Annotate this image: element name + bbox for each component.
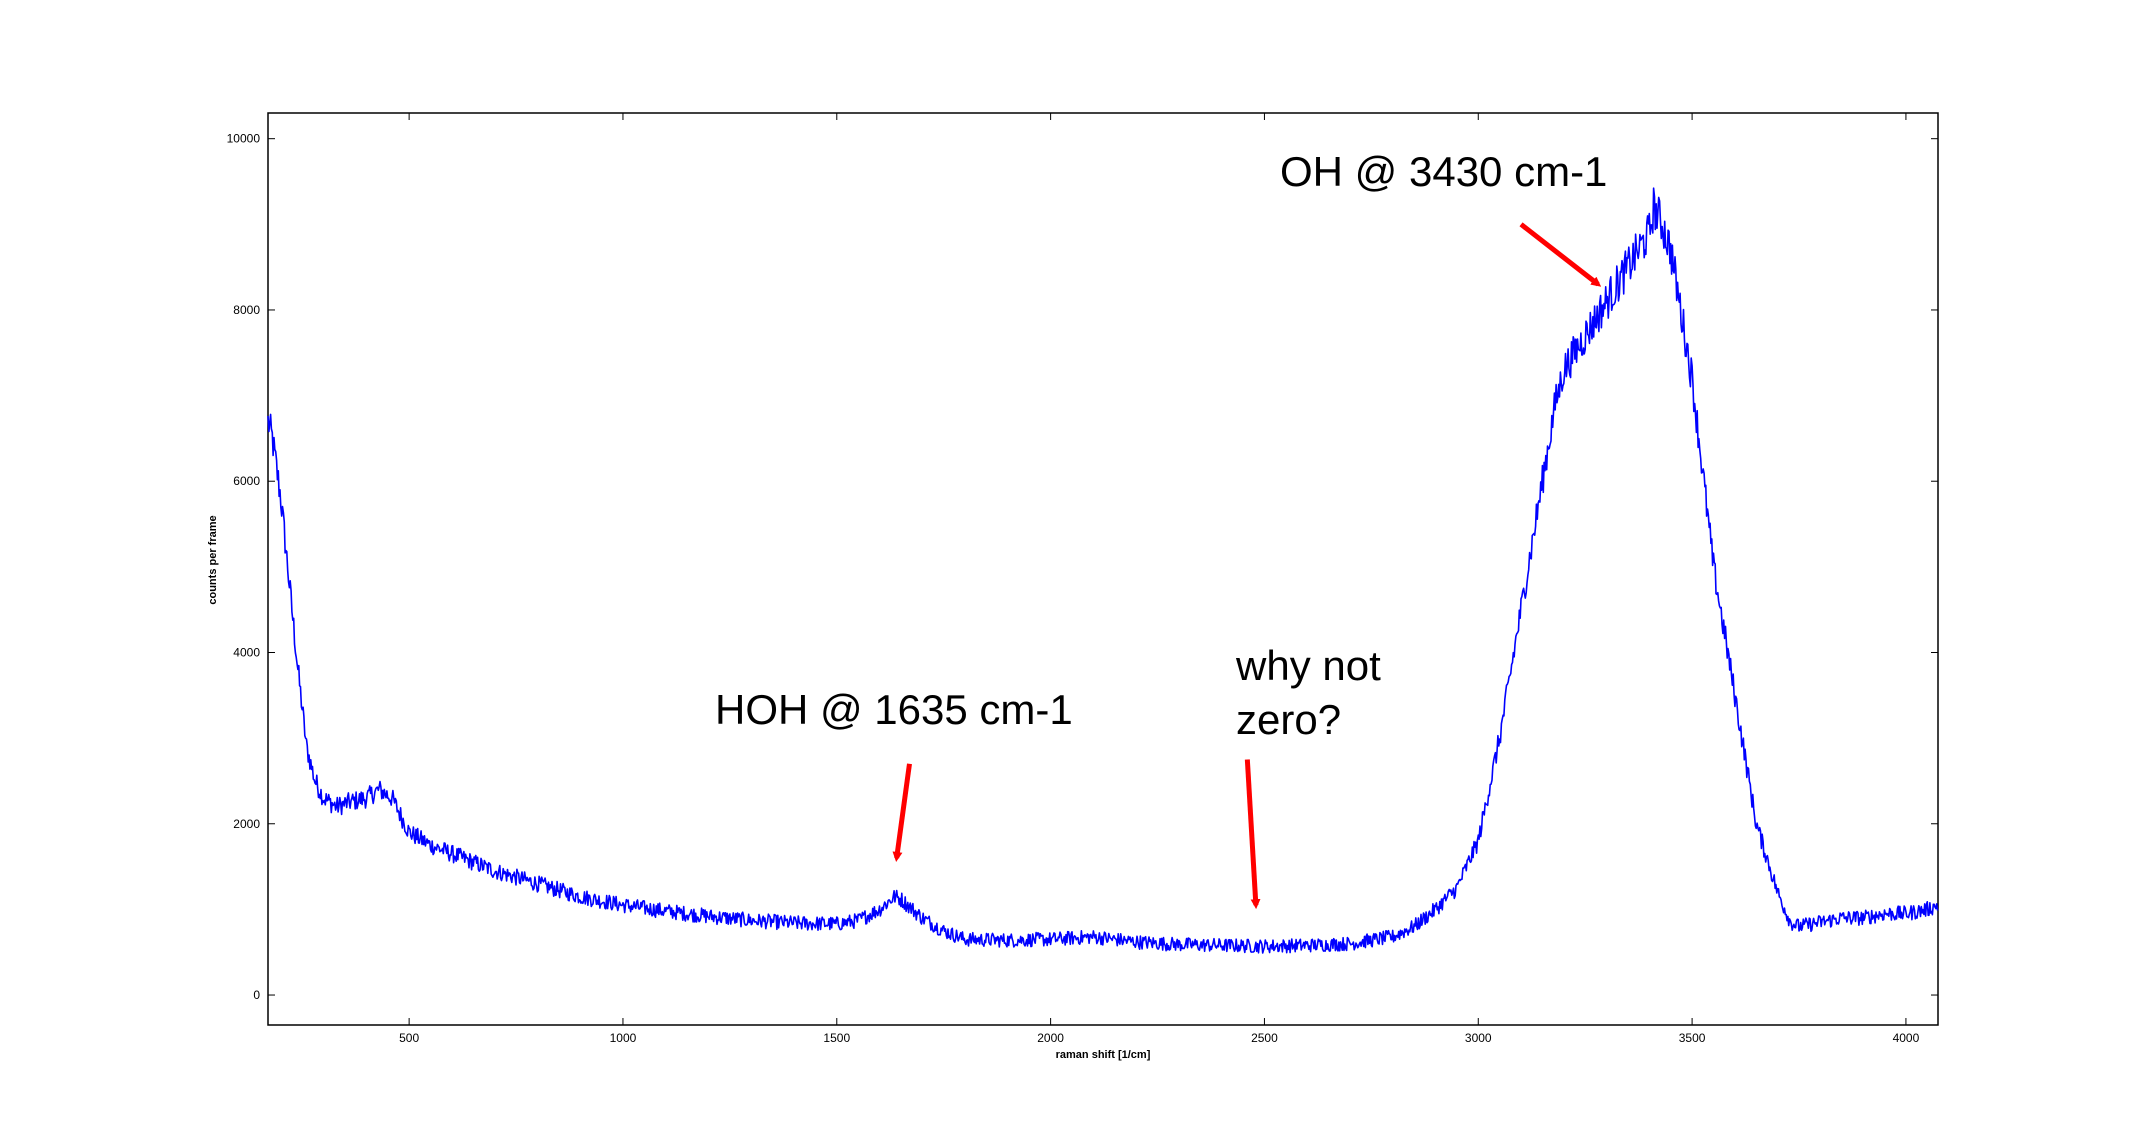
annotation-why-not-zero-line1: why not: [1235, 642, 1381, 689]
x-tick-label: 3500: [1679, 1031, 1706, 1045]
y-tick-label: 2000: [233, 817, 260, 831]
y-tick-label: 8000: [233, 303, 260, 317]
x-tick-label: 2500: [1251, 1031, 1278, 1045]
annotation-hoh: HOH @ 1635 cm-1: [715, 686, 1073, 862]
y-axis-title: counts per frame: [207, 515, 219, 604]
annotation-why-not-zero-arrow: [1244, 759, 1261, 910]
x-tick-label: 4000: [1893, 1031, 1920, 1045]
x-axis-ticks: 500 1000 1500 2000 2500 3000 3500 4000: [399, 113, 1920, 1045]
series-line: [267, 187, 1939, 954]
annotation-why-not-zero: why not zero?: [1235, 642, 1381, 910]
annotation-oh-arrow: [1519, 222, 1602, 287]
y-tick-label: 4000: [233, 645, 260, 659]
y-tick-label: 0: [253, 988, 260, 1002]
y-axis-ticks: 0 2000 4000 6000 8000 10000: [227, 132, 1938, 1002]
x-tick-label: 500: [399, 1031, 419, 1045]
annotation-hoh-text: HOH @ 1635 cm-1: [715, 686, 1073, 733]
x-axis-title: raman shift [1/cm]: [1056, 1049, 1151, 1061]
annotation-hoh-arrow: [892, 763, 912, 862]
annotation-why-not-zero-line2: zero?: [1236, 696, 1341, 743]
y-tick-label: 10000: [227, 132, 261, 146]
x-tick-label: 2000: [1037, 1031, 1064, 1045]
annotation-oh-text: OH @ 3430 cm-1: [1280, 148, 1607, 195]
annotation-oh: OH @ 3430 cm-1: [1280, 148, 1607, 287]
x-tick-label: 1500: [823, 1031, 850, 1045]
x-tick-label: 3000: [1465, 1031, 1492, 1045]
x-tick-label: 1000: [610, 1031, 637, 1045]
plot-frame: [267, 112, 1939, 1026]
y-tick-label: 6000: [233, 474, 260, 488]
